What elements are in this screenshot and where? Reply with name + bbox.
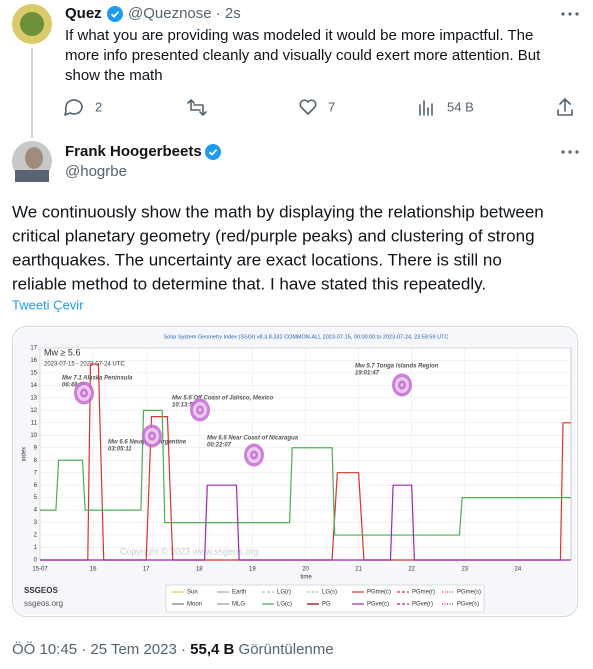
x-tick-label: 17 [143,567,150,573]
views-label: Görüntülenme [239,641,334,658]
legend-label: PGme(r) [412,590,435,596]
view-count: 55,4 B [190,641,234,658]
annotation-time: 19:01:47 [355,371,380,377]
tweet-text-line: show the math [65,67,163,84]
y-tick-label: 5 [34,495,38,501]
translate-link[interactable]: Tweeti Çevir [12,297,84,312]
quake-marker [150,434,154,438]
x-tick-label: 15-07 [32,567,48,573]
more-button[interactable] [561,150,579,154]
author-name[interactable]: Frank Hoogerbeets [65,143,202,160]
y-tick-label: 1 [34,545,38,551]
legend-label: PGme(s) [457,590,481,596]
legend-label: PGme(c) [367,590,391,596]
annotation-time: 03:05:11 [108,447,132,453]
y-tick-label: 9 [34,445,38,451]
legend-label: PG [322,602,331,608]
y-tick-label: 4 [34,508,38,514]
chart-subtitle: Mw ≥ 5.6 [44,347,80,357]
timestamp: ÖÖ 10:45 · 25 Tem 2023 · 55,4 B Görüntül… [12,640,334,658]
x-axis-label: time [300,575,312,581]
legend-label: Sun [187,590,198,596]
quake-marker [400,383,404,387]
series-line [40,409,571,536]
share-icon[interactable] [557,98,573,116]
source-url: ssgeos.org [24,599,63,608]
annotation-text: Mw 7.1 Alaska Peninsula [62,376,133,382]
tweet-text-line: We continuously show the math by display… [12,202,544,221]
legend-label: PGve(r) [412,602,433,608]
reply-count: 2 [95,99,102,114]
legend-label: Earth [232,590,246,596]
y-tick-label: 8 [34,458,38,464]
x-tick-label: 19 [249,567,256,573]
watermark: Copyright © 2023 www.ssgeos.org [120,546,258,556]
tweet-text-line: more info presented cleanly and visually… [65,47,541,64]
tweet-text-line: reliable method to determine that. I hav… [12,274,486,293]
author-meta: @Queznose · 2s [128,5,241,22]
verified-badge [107,6,123,22]
like-count: 7 [328,99,335,114]
x-tick-label: 21 [355,567,362,573]
y-tick-label: 14 [30,383,37,389]
y-tick-label: 2 [34,533,38,539]
y-tick-label: 10 [30,433,37,439]
views-icon[interactable] [419,100,433,116]
tweet-text-line: critical planetary geometry (red/purple … [12,226,535,245]
verified-badge [205,144,221,160]
y-tick-label: 7 [34,470,38,476]
y-tick-label: 13 [30,395,37,401]
author-handle: @hogrbe [65,163,127,180]
x-tick-label: 24 [515,567,522,573]
quake-marker [198,408,202,412]
annotation-time: 00:22:07 [207,443,232,449]
y-tick-label: 6 [34,483,38,489]
tweet-text-line: earthquakes. The uncertainty are exact l… [12,250,502,269]
date-range: 2023-07-15 - 2023-07-24 UTC [44,362,125,368]
x-tick-label: 22 [408,567,415,573]
y-tick-label: 3 [34,520,38,526]
legend-label: LG(r) [277,590,291,596]
x-tick-label: 18 [196,567,203,573]
quake-marker [252,453,256,457]
more-button[interactable] [561,12,579,16]
retweet-icon[interactable] [187,99,207,116]
annotation-time: 10:13:50 [172,403,197,409]
y-tick-label: 0 [34,558,38,564]
x-tick-label: 20 [302,567,309,573]
avatar[interactable] [12,4,52,44]
like-icon[interactable] [299,99,317,115]
legend-label: MLG [232,602,245,608]
legend-label: PGve(s) [457,602,479,608]
time: ÖÖ 10:45 · 25 Tem 2023 [12,640,177,658]
avatar[interactable] [12,141,52,182]
y-tick-label: 15 [30,371,37,377]
annotation-text: Mw 6.6 Near Coast of Nicaragua [207,436,299,442]
series-line [40,484,571,561]
chart-title: Solar System Geometry Index (SSGI) v8.3.… [164,334,449,340]
tweet-text-line: If what you are providing was modeled it… [65,27,533,44]
legend-label: Moon [187,602,202,608]
annotation-text: Mw 5.6 Off Coast of Jalisco, Mexico [172,396,274,402]
x-tick-label: 23 [461,567,468,573]
y-tick-label: 17 [30,346,37,352]
annotation-text: Mw 5.7 Tonga Islands Region [355,364,439,370]
reply-icon[interactable] [64,99,83,116]
legend-label: LG(s) [322,590,337,596]
source-logo: SSGEOS [24,586,58,595]
y-axis-label: index [22,447,28,461]
annotation-time: 06:48:21 [62,383,87,389]
legend-label: PGve(c) [367,602,389,608]
x-tick-label: 16 [90,567,97,573]
quake-marker [82,391,86,395]
view-count: 54 B [447,99,474,114]
y-tick-label: 11 [31,420,38,426]
author-name[interactable]: Quez [65,5,102,22]
y-tick-label: 16 [30,358,37,364]
separator: · [181,641,186,658]
y-tick-label: 12 [30,408,37,414]
legend-label: LG(c) [277,602,292,608]
legend-box [165,584,485,613]
